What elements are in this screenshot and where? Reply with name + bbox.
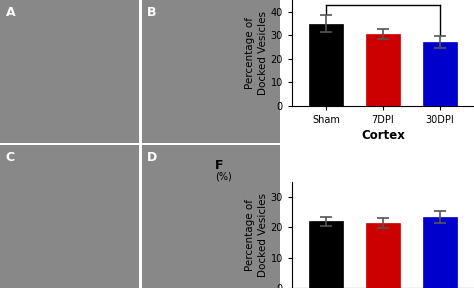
Y-axis label: Percentage of
Docked Vesicles: Percentage of Docked Vesicles	[245, 11, 268, 95]
Bar	[309, 24, 343, 106]
Text: A: A	[6, 6, 15, 19]
Text: C: C	[6, 151, 15, 164]
Bar	[366, 34, 400, 106]
Text: D: D	[147, 151, 157, 164]
X-axis label: Cortex: Cortex	[361, 129, 405, 142]
Text: **: **	[377, 0, 389, 3]
Text: B: B	[147, 6, 156, 19]
Y-axis label: Percentage of
Docked Vesicles: Percentage of Docked Vesicles	[245, 193, 268, 277]
Bar	[423, 42, 457, 106]
Bar	[366, 223, 400, 288]
Text: F: F	[215, 159, 224, 172]
Bar	[309, 221, 343, 288]
Text: (%): (%)	[215, 172, 232, 181]
Bar	[423, 217, 457, 288]
